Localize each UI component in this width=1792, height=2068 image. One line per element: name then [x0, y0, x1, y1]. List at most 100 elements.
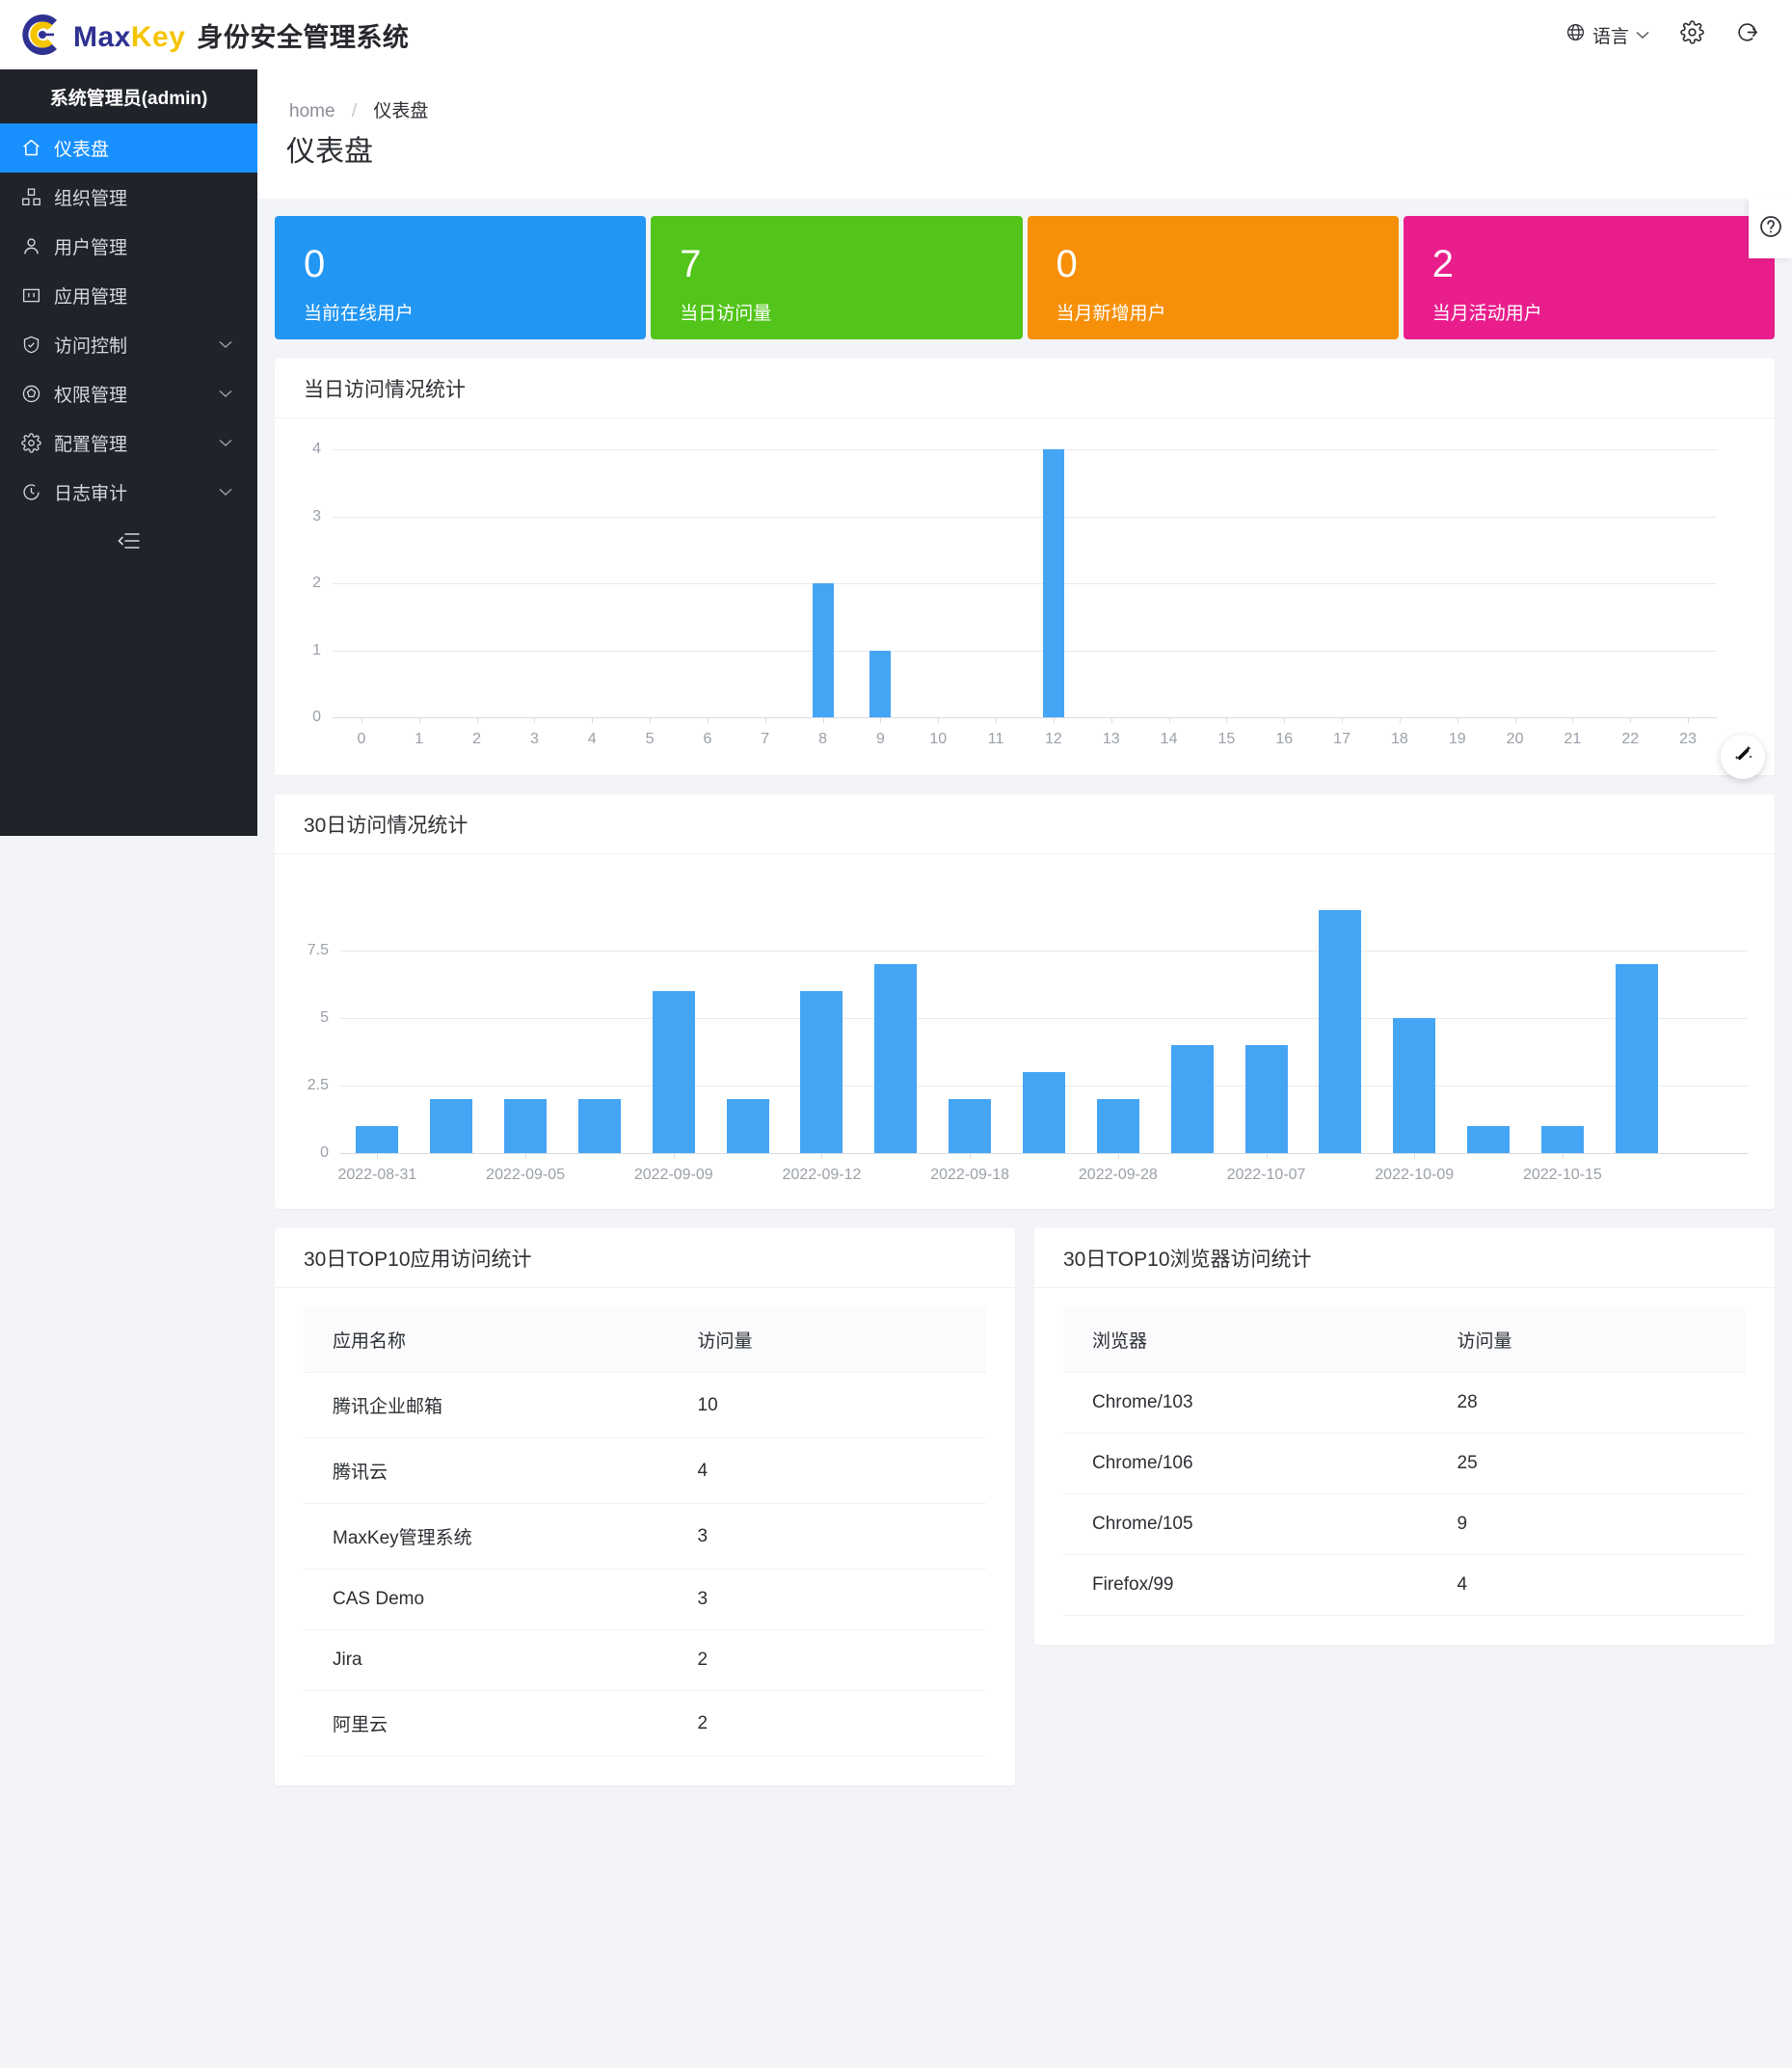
table-row[interactable]: Chrome/103 28 — [1063, 1372, 1746, 1434]
chart-bar[interactable] — [949, 1099, 992, 1153]
sidebar-item-audit-log[interactable]: 日志审计 — [0, 468, 257, 517]
x-axis-tick-label: 20 — [1506, 731, 1524, 747]
sidebar-collapse-button[interactable] — [0, 517, 257, 569]
sidebar-item-applications[interactable]: 应用管理 — [0, 271, 257, 320]
x-axis-tick-label: 0 — [357, 731, 366, 747]
chart-bar[interactable] — [356, 1126, 399, 1153]
x-axis-tick-label: 2022-09-28 — [1078, 1167, 1158, 1183]
help-button[interactable] — [1749, 199, 1792, 258]
sidebar-item-privileges[interactable]: 权限管理 — [0, 369, 257, 418]
x-axis-tick — [1053, 717, 1055, 723]
table-row[interactable]: MaxKey管理系统 3 — [304, 1503, 986, 1570]
x-axis-tick — [1562, 1153, 1564, 1159]
chart-bar[interactable] — [577, 1099, 621, 1153]
table-cell-count: 4 — [668, 1437, 986, 1504]
stat-card-online-users[interactable]: 0 当前在线用户 — [275, 216, 647, 339]
chart-bar[interactable] — [652, 991, 695, 1153]
sidebar-item-organization[interactable]: 组织管理 — [0, 173, 257, 222]
chart-bar[interactable] — [1615, 964, 1658, 1153]
table-row[interactable]: Chrome/106 25 — [1063, 1433, 1746, 1494]
table-row[interactable]: Chrome/105 9 — [1063, 1493, 1746, 1555]
breadcrumb-home[interactable]: home — [289, 101, 335, 121]
chart-bar[interactable] — [504, 1099, 548, 1153]
table-column-header: 访问量 — [1428, 1307, 1746, 1373]
chart-bar[interactable] — [874, 964, 918, 1153]
chart-bar[interactable] — [1042, 449, 1064, 717]
x-axis-tick — [1226, 717, 1228, 723]
x-axis-tick — [1399, 717, 1401, 723]
table-cell-count: 25 — [1428, 1433, 1746, 1494]
logout-button[interactable] — [1735, 20, 1759, 50]
table-row[interactable]: 腾讯企业邮箱 10 — [304, 1372, 986, 1438]
x-axis-tick-label: 1 — [415, 731, 424, 747]
x-axis-tick — [822, 717, 824, 723]
table-cell-name: Chrome/103 — [1063, 1372, 1428, 1434]
table-row[interactable]: Firefox/99 4 — [1063, 1554, 1746, 1616]
language-switcher[interactable]: 语言 — [1565, 22, 1649, 48]
table-cell-name: Jira — [304, 1629, 668, 1691]
breadcrumb-separator: / — [351, 101, 358, 121]
chart-bar[interactable] — [812, 583, 834, 717]
table-row[interactable]: CAS Demo 3 — [304, 1569, 986, 1630]
chart-bar[interactable] — [1096, 1099, 1139, 1153]
chart-bar[interactable] — [800, 991, 843, 1153]
sidebar-item-access-control[interactable]: 访问控制 — [0, 320, 257, 369]
sidebar-item-users[interactable]: 用户管理 — [0, 222, 257, 271]
daily-visits-chart[interactable]: 0 1 2 3 4 0 1 2 3 4 5 6 7 8 9 10 11 12 13 14 15 16 17 18 19 20 21 2… — [275, 418, 1775, 775]
stat-card-daily-visits[interactable]: 7 当日访问量 — [651, 216, 1023, 339]
sidebar-item-configuration[interactable]: 配置管理 — [0, 418, 257, 468]
stat-card-new-users-month[interactable]: 0 当月新增用户 — [1027, 216, 1399, 339]
chevron-down-icon — [219, 388, 232, 401]
x-axis-tick-label: 23 — [1679, 731, 1697, 747]
panel-monthly-visits: 30日访问情况统计 0 2.5 5 7.5 2022-08-31 2022-09-05 20… — [275, 794, 1775, 1209]
language-label: 语言 — [1591, 26, 1629, 47]
x-axis-tick-label: 19 — [1448, 731, 1466, 747]
page-title: 仪表盘 — [286, 136, 373, 168]
table-row[interactable]: 腾讯云 4 — [304, 1437, 986, 1504]
x-axis-tick — [938, 717, 940, 723]
x-axis-tick-label: 2022-09-18 — [930, 1167, 1010, 1183]
sidebar-item-label: 组织管理 — [54, 189, 128, 209]
x-axis-tick-label: 2022-09-09 — [633, 1167, 713, 1183]
org-icon — [21, 187, 50, 207]
table-cell-count: 2 — [668, 1690, 986, 1757]
stat-label: 当月新增用户 — [1056, 304, 1166, 324]
x-axis-tick — [1168, 717, 1170, 723]
x-axis-tick-label: 8 — [818, 731, 828, 747]
chevron-down-icon — [219, 486, 232, 499]
monthly-visits-chart[interactable]: 0 2.5 5 7.5 2022-08-31 2022-09-05 2022-09-09 20… — [275, 854, 1775, 1209]
collapse-menu-icon — [117, 530, 142, 556]
chart-bar[interactable] — [430, 1099, 473, 1153]
chart-bar[interactable] — [1170, 1045, 1214, 1153]
table-cell-name: MaxKey管理系统 — [304, 1503, 668, 1570]
table-cell-count: 10 — [668, 1372, 986, 1438]
chart-bar[interactable] — [1244, 1045, 1288, 1153]
table-row[interactable]: 阿里云 2 — [304, 1690, 986, 1757]
x-axis-tick — [821, 1153, 823, 1159]
chart-bar[interactable] — [1467, 1126, 1511, 1153]
panel-header: 30日访问情况统计 — [275, 794, 1775, 854]
chart-bar[interactable] — [726, 1099, 769, 1153]
x-axis-tick — [673, 1153, 675, 1159]
theme-magic-button[interactable] — [1721, 735, 1765, 779]
chart-bar[interactable] — [1540, 1126, 1584, 1153]
chart-bar[interactable] — [1319, 910, 1362, 1153]
x-axis-tick-label: 16 — [1275, 731, 1294, 747]
chart-bar[interactable] — [869, 650, 892, 717]
sidebar-item-dashboard[interactable]: 仪表盘 — [0, 123, 257, 173]
chevron-down-icon — [1636, 28, 1649, 42]
stat-card-active-users-month[interactable]: 2 当月活动用户 — [1403, 216, 1775, 339]
x-axis-tick-label: 2022-08-31 — [337, 1167, 417, 1183]
table-row[interactable]: Jira 2 — [304, 1629, 986, 1691]
x-axis-tick — [707, 717, 709, 723]
table-cell-name: 腾讯企业邮箱 — [304, 1372, 668, 1438]
top-browsers-column: 30日TOP10浏览器访问统计 浏览器 访问量 Chrome/103 28 Chrome… — [1034, 1228, 1775, 1786]
chart-bar[interactable] — [1393, 1018, 1436, 1153]
stat-label: 当月活动用户 — [1431, 304, 1542, 324]
header-actions: 语言 — [1565, 19, 1792, 50]
table-cell-count: 3 — [668, 1569, 986, 1630]
sidebar-item-label: 权限管理 — [54, 386, 128, 406]
x-axis-tick — [1110, 717, 1112, 723]
settings-button[interactable] — [1680, 19, 1704, 50]
chart-bar[interactable] — [1023, 1072, 1065, 1153]
